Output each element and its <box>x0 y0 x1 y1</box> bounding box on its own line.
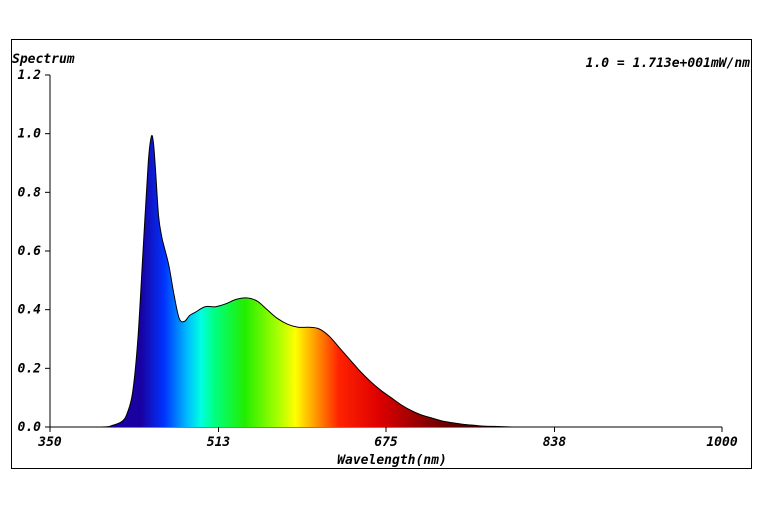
tick-labels: 0.0 0.2 0.4 0.6 0.8 1.0 1.2 350 513 675 838 1000 <box>18 68 738 450</box>
y-tick-label: 1.2 <box>18 68 42 83</box>
y-tick-label: 0.0 <box>18 420 42 435</box>
x-tick-label: 350 <box>37 435 62 450</box>
y-tick-label: 0.4 <box>18 303 42 318</box>
x-tick-label: 513 <box>207 435 231 450</box>
y-tick-label: 0.6 <box>18 244 42 259</box>
scale-annotation: 1.0 = 1.713e+001mW/nm <box>586 56 751 71</box>
chart-frame: 0.0 0.2 0.4 0.6 0.8 1.0 1.2 350 513 675 838 1000 Sp… <box>11 39 752 469</box>
spectrum-line <box>49 134 722 428</box>
y-tick-label: 0.2 <box>18 361 42 376</box>
x-tick-label: 675 <box>374 435 398 450</box>
chart-title: Spectrum <box>12 52 75 67</box>
spectrum-chart: 0.0 0.2 0.4 0.6 0.8 1.0 1.2 350 513 675 838 1000 Sp… <box>12 52 751 468</box>
y-tick-label: 1.0 <box>18 127 42 142</box>
spectrum-fill <box>50 135 722 428</box>
x-tick-label: 838 <box>543 435 567 450</box>
x-tick-label: 1000 <box>706 435 737 450</box>
x-axis-label: Wavelength(nm) <box>337 453 447 468</box>
y-tick-label: 0.8 <box>18 185 42 200</box>
